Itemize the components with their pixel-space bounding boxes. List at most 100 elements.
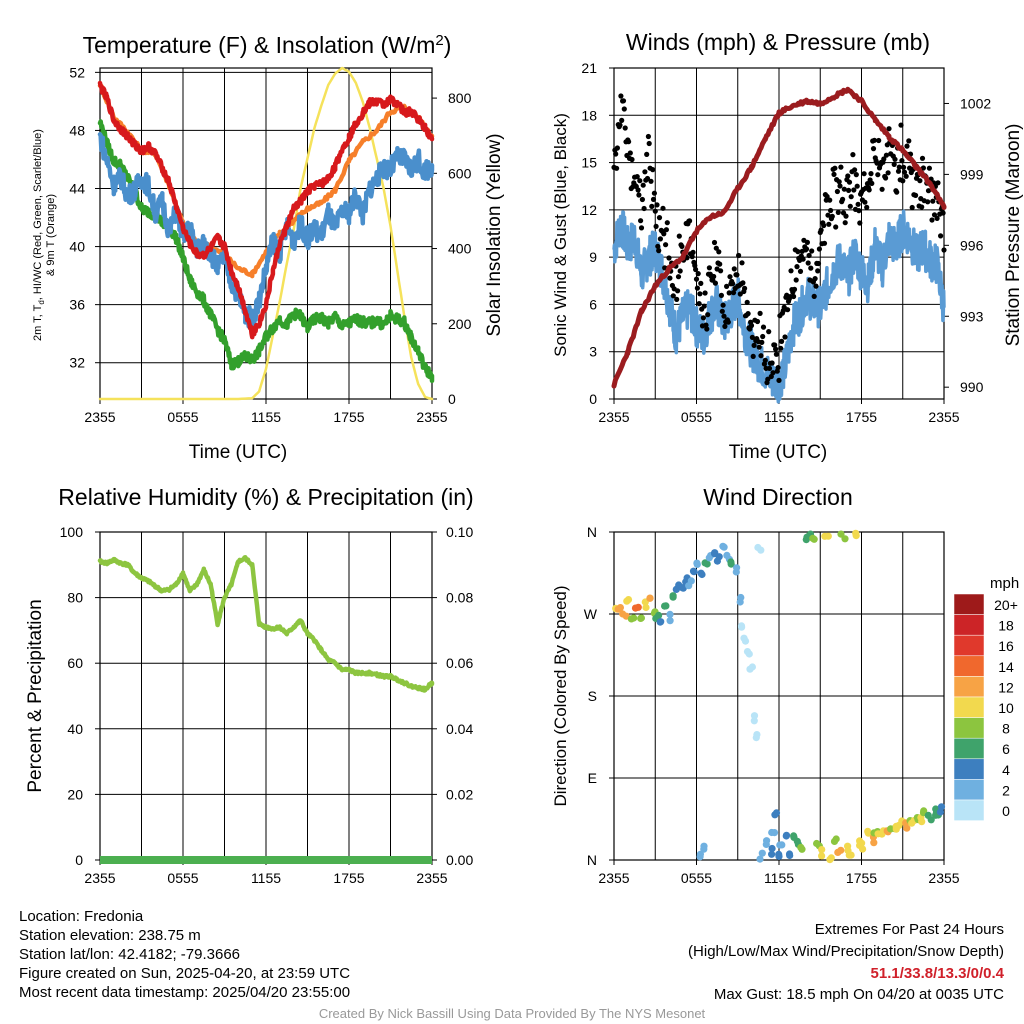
direction-point [768, 850, 776, 858]
gust-point [938, 233, 944, 239]
legend-swatch [953, 593, 985, 615]
gust-point [857, 220, 863, 226]
gust-point [769, 360, 775, 366]
direction-point [634, 603, 642, 611]
gust-point [751, 342, 757, 348]
gust-point [627, 150, 633, 156]
gust-point [730, 281, 736, 287]
x-tick-label: 2355 [928, 870, 959, 886]
legend-label: 6 [1002, 741, 1010, 757]
gust-point [750, 353, 756, 359]
y-tick-label-right: 0.10 [446, 524, 473, 540]
gust-point [736, 252, 742, 259]
y-tick-label-right: 0.00 [446, 852, 473, 868]
x-tick-label: 1155 [764, 409, 794, 425]
y-tick-label-right: 996 [960, 237, 984, 253]
y-tick-label-left: 40 [67, 721, 83, 737]
direction-point [687, 577, 695, 585]
x-tick-label: 2355 [598, 409, 629, 425]
y-tick-label-left: 36 [69, 297, 85, 313]
x-tick-label: 2355 [84, 870, 115, 886]
humidity-panel: Relative Humidity (%) & Precipitation (i… [25, 484, 474, 886]
gust-point [776, 377, 782, 383]
direction-point [696, 850, 705, 858]
x-tick-label: 0555 [681, 409, 712, 425]
y-tick-label-left: 9 [589, 249, 597, 265]
gust-point [846, 187, 852, 193]
y-tick-label-left: 12 [581, 202, 597, 218]
gust-point [613, 151, 619, 157]
gust-point [641, 205, 647, 212]
gust-point [806, 252, 812, 259]
direction-point [666, 617, 674, 625]
gust-point [811, 293, 817, 299]
gust-point [838, 164, 844, 170]
direction-point [798, 845, 806, 853]
gust-point [883, 175, 889, 181]
gust-point [697, 291, 703, 297]
gust-point [895, 168, 902, 174]
gust-point [818, 227, 824, 233]
gust-point [827, 197, 833, 203]
gust-point [693, 266, 699, 273]
gust-point [620, 98, 627, 104]
extremes-subheading: (High/Low/Max Wind/Precipitation/Snow De… [688, 943, 1004, 960]
direction-point [786, 851, 794, 860]
direction-point [858, 839, 866, 847]
gust-point [816, 246, 823, 252]
legend-swatch [953, 655, 985, 677]
y-tick-label-left: 60 [67, 655, 83, 671]
gust-point [913, 192, 919, 198]
direction-point [847, 851, 855, 859]
gust-point [756, 344, 762, 350]
gust-point [650, 196, 657, 202]
y-tick-label-left: 3 [589, 344, 597, 360]
y-tick-label-right: 999 [960, 166, 984, 182]
gust-point [760, 324, 767, 330]
gust-point [815, 268, 821, 274]
gust-point [711, 239, 718, 246]
gust-point [644, 151, 650, 157]
direction-point [745, 650, 753, 658]
gust-point [851, 187, 857, 193]
direction-point [627, 615, 636, 623]
y-tick-label-right: 0.02 [446, 786, 473, 802]
x-tick-label: 2355 [928, 409, 959, 425]
direction-point [924, 811, 932, 820]
gust-point [856, 208, 862, 214]
y-tick-label-direction: S [588, 688, 597, 704]
gust-point [901, 164, 907, 170]
direction-point [870, 839, 878, 847]
x-tick-label: 0555 [167, 870, 198, 886]
gust-point [862, 199, 868, 205]
direction-point [778, 841, 786, 849]
gust-point [754, 318, 761, 325]
gust-point [903, 173, 909, 179]
gust-point [690, 249, 696, 255]
gust-point [702, 290, 708, 296]
most-recent-data: Most recent data timestamp: 2025/04/20 2… [19, 984, 351, 1001]
gust-point [917, 178, 923, 184]
figure-created: Figure created on Sun, 2025-04-20, at 23… [19, 965, 351, 982]
direction-point [733, 564, 741, 572]
gust-point [883, 152, 890, 158]
y-tick-label-right: 0.04 [446, 721, 473, 737]
direction-point [703, 560, 711, 568]
gust-point [803, 246, 810, 252]
gust-point [712, 280, 719, 286]
y-tick-label-right: 990 [960, 379, 984, 395]
gust-point [749, 334, 756, 340]
direction-point [782, 831, 791, 839]
gust-point [721, 313, 727, 319]
legend-label: 8 [1002, 721, 1010, 737]
gust-point [795, 249, 801, 255]
x-tick-label: 0555 [681, 870, 712, 886]
legend-label: 10 [998, 700, 1014, 716]
gust-point [744, 299, 750, 305]
gust-point [724, 283, 730, 289]
max-gust: Max Gust: 18.5 mph On 04/20 at 0035 UTC [713, 986, 1004, 1003]
direction-point [768, 828, 776, 837]
direction-point [821, 532, 829, 540]
gust-point [675, 274, 682, 280]
direction-point [809, 534, 817, 542]
